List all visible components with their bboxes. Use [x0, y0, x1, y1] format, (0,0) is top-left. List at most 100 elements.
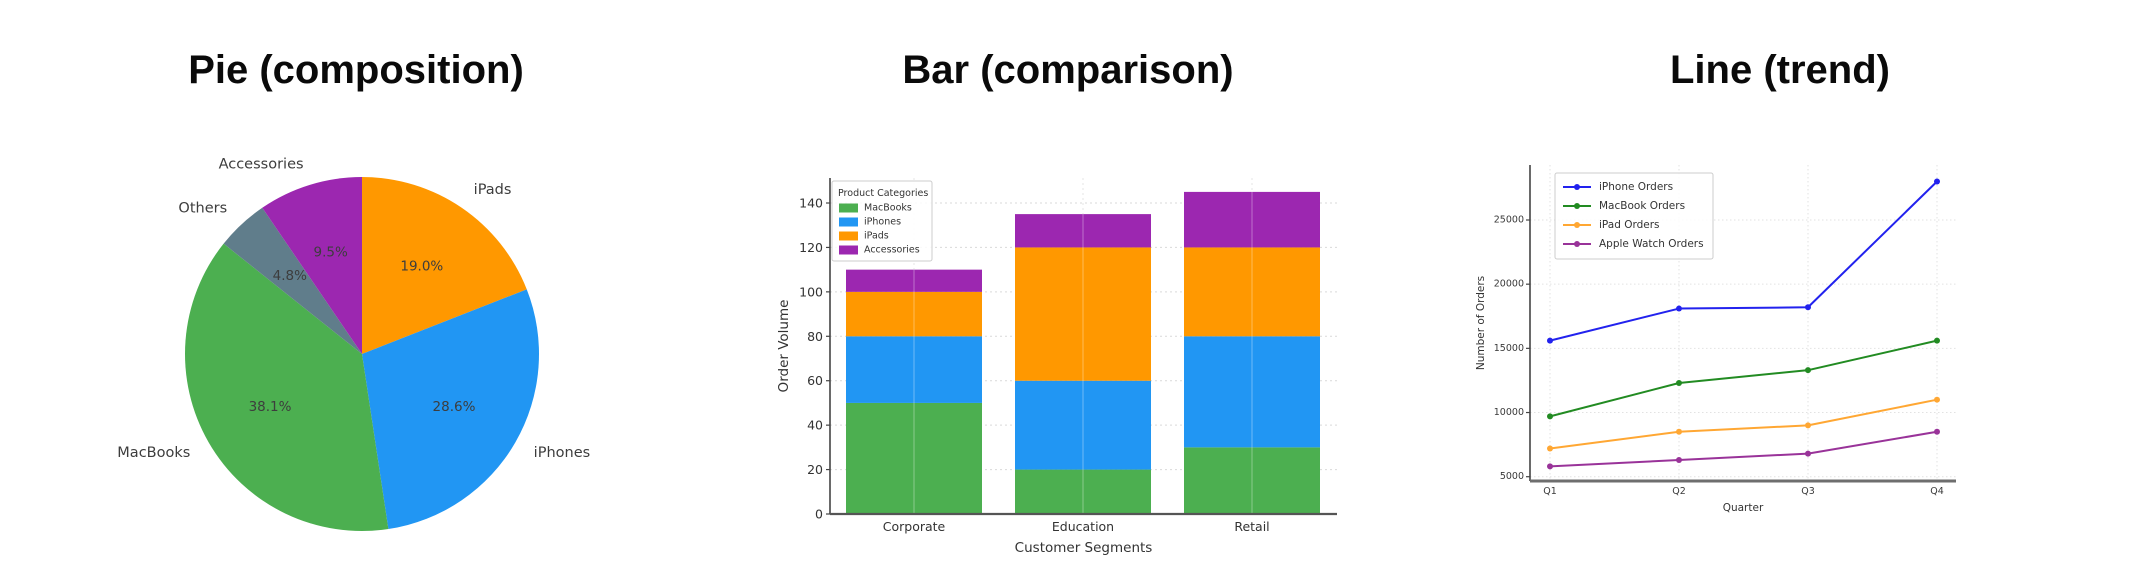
bar-legend-label: iPads — [864, 231, 889, 242]
line-chart: 5000 10000 15000 20000 25000 Q1 Q2 Q3 Q4 Quarter N… — [1475, 165, 1956, 514]
bar-segment-education-ipads — [1015, 247, 1151, 381]
line-legend-label: MacBook Orders — [1599, 200, 1685, 212]
bar-legend: Product Categories MacBooks iPhones iPads Ac… — [831, 180, 933, 262]
line-y-tick-label: 25000 — [1494, 215, 1524, 226]
line-y-tick-label: 15000 — [1494, 343, 1524, 354]
line-legend-marker-macbook-orders — [1574, 203, 1580, 209]
pie-category-label: MacBooks — [117, 445, 190, 461]
line-x-tick-label: Q3 — [1801, 486, 1815, 497]
line-ylabel: Number of Orders — [1475, 276, 1487, 370]
bar-segment-education-iphones — [1015, 380, 1151, 470]
bar-x-tick-label: Retail — [1234, 519, 1269, 534]
bar-segment-education-macbooks — [1015, 469, 1151, 514]
bar-legend-swatch-iphones — [839, 217, 858, 227]
pie-slice-shape-accessories — [262, 177, 362, 354]
pie-slice-accessories: 9.5% Accessories — [219, 157, 362, 354]
bar-y-tick-label: 140 — [799, 196, 823, 211]
line-x-tick-label: Q1 — [1543, 486, 1557, 497]
bar-segment-corporate-accessories — [846, 269, 982, 292]
line-legend-label: iPad Orders — [1599, 219, 1660, 231]
pie-chart-panel: Pie (composition) 19.0% iPads 28.6% iPhones… — [0, 0, 712, 588]
bar-stacks — [846, 191, 1320, 514]
bar-segment-corporate-macbooks — [846, 402, 982, 514]
pie-slice-shape-iphones — [362, 289, 539, 530]
pie-slice-ipads: 19.0% iPads — [362, 177, 527, 354]
bar-ylabel: Order Volume — [776, 300, 792, 393]
bar-y-tick-label: 60 — [807, 373, 823, 388]
pie-percent-label: 4.8% — [273, 268, 307, 284]
line-legend-marker-iphone-orders — [1574, 184, 1580, 190]
bar-x-tick-label: Education — [1052, 519, 1114, 534]
bar-y-tick-label: 20 — [807, 462, 823, 477]
bar-x-tick-label: Corporate — [883, 519, 946, 534]
bar-xlabel: Customer Segments — [1015, 540, 1153, 556]
bar-y-tick-label: 120 — [799, 240, 823, 255]
pie-slice-others: 4.8% Others — [178, 201, 362, 354]
bar-y-tick-label: 40 — [807, 418, 823, 433]
pie-percent-label: 9.5% — [314, 245, 348, 261]
line-marker-macbook-orders — [1934, 337, 1940, 344]
bar-legend-swatch-ipads — [839, 231, 858, 241]
line-marker-apple-watch-orders — [1547, 463, 1553, 470]
line-series-iphone-orders — [1547, 178, 1940, 344]
line-marker-apple-watch-orders — [1676, 457, 1682, 464]
bar-legend-box — [831, 180, 933, 262]
line-axis-ticks: 5000 10000 15000 20000 25000 Q1 Q2 Q3 Q4 — [1494, 215, 1944, 498]
bar-segment-corporate-ipads — [846, 291, 982, 337]
bar-legend-label: Accessories — [864, 245, 920, 256]
bar-legend-swatch-accessories — [839, 245, 858, 255]
bar-legend-label: iPhones — [864, 217, 901, 228]
bar-y-tick-label: 0 — [815, 507, 823, 522]
line-path-macbook-orders — [1549, 339, 1938, 418]
bar-legend-label: MacBooks — [864, 203, 912, 214]
line-series-macbook-orders — [1547, 337, 1940, 420]
line-marker-iphone-orders — [1676, 305, 1682, 312]
line-marker-iphone-orders — [1934, 178, 1940, 185]
bar-axis-ticks: 0 20 40 60 80 100 120 140 Corporate Education Reta… — [799, 196, 1270, 534]
pie-category-label: iPhones — [534, 445, 591, 461]
pie-percent-label: 38.1% — [249, 399, 292, 415]
line-path-ipad-orders — [1549, 398, 1938, 450]
bar-segment-retail-macbooks — [1184, 447, 1320, 514]
line-y-tick-label: 10000 — [1494, 407, 1524, 418]
bar-legend-title: Product Categories — [838, 188, 928, 199]
pie-percent-label: 19.0% — [400, 258, 443, 274]
line-marker-macbook-orders — [1676, 380, 1682, 387]
line-marker-apple-watch-orders — [1805, 450, 1811, 457]
pie-slice-shape-others — [223, 207, 362, 354]
bar-chart-title: Bar (comparison) — [902, 48, 1234, 92]
line-y-tick-label: 20000 — [1494, 279, 1524, 290]
line-chart-panel: Line (trend) 5000 10000 15000 20000 25000 Q1 Q… — [1424, 0, 2136, 588]
bar-y-tick-label: 80 — [807, 329, 823, 344]
pie-category-label: iPads — [474, 182, 512, 198]
line-path-apple-watch-orders — [1549, 430, 1938, 468]
line-marker-macbook-orders — [1805, 367, 1811, 374]
line-marker-iphone-orders — [1805, 304, 1811, 311]
bar-segment-retail-ipads — [1184, 247, 1320, 337]
line-series-ipad-orders — [1547, 396, 1940, 452]
line-marker-ipad-orders — [1547, 445, 1553, 452]
pie-category-label: Accessories — [219, 157, 304, 173]
line-legend-label: Apple Watch Orders — [1599, 238, 1704, 250]
line-y-tick-label: 5000 — [1500, 471, 1524, 482]
line-x-tick-label: Q2 — [1672, 486, 1686, 497]
line-legend-marker-ipad-orders — [1574, 222, 1580, 228]
line-marker-macbook-orders — [1547, 413, 1553, 420]
pie-slice-shape-ipads — [362, 177, 527, 354]
bar-y-tick-label: 100 — [799, 284, 823, 299]
pie-chart: 19.0% iPads 28.6% iPhones 38.1% MacBooks 4.8% O… — [117, 157, 591, 531]
line-legend-label: iPhone Orders — [1599, 181, 1673, 193]
line-legend-box — [1554, 172, 1714, 260]
pie-percent-label: 28.6% — [433, 399, 476, 415]
pie-slice-macbooks: 38.1% MacBooks — [117, 243, 389, 531]
line-marker-ipad-orders — [1805, 422, 1811, 429]
bar-segment-retail-iphones — [1184, 336, 1320, 448]
line-marker-apple-watch-orders — [1934, 428, 1940, 435]
bar-segment-education-accessories — [1015, 214, 1151, 248]
pie-category-label: Others — [178, 201, 227, 217]
line-marker-iphone-orders — [1547, 337, 1553, 344]
stacked-bar-chart: 0 20 40 60 80 100 120 140 Corporate Education Reta… — [776, 178, 1337, 556]
line-path-iphone-orders — [1549, 180, 1938, 342]
line-legend-marker-apple-watch-orders — [1574, 241, 1580, 247]
